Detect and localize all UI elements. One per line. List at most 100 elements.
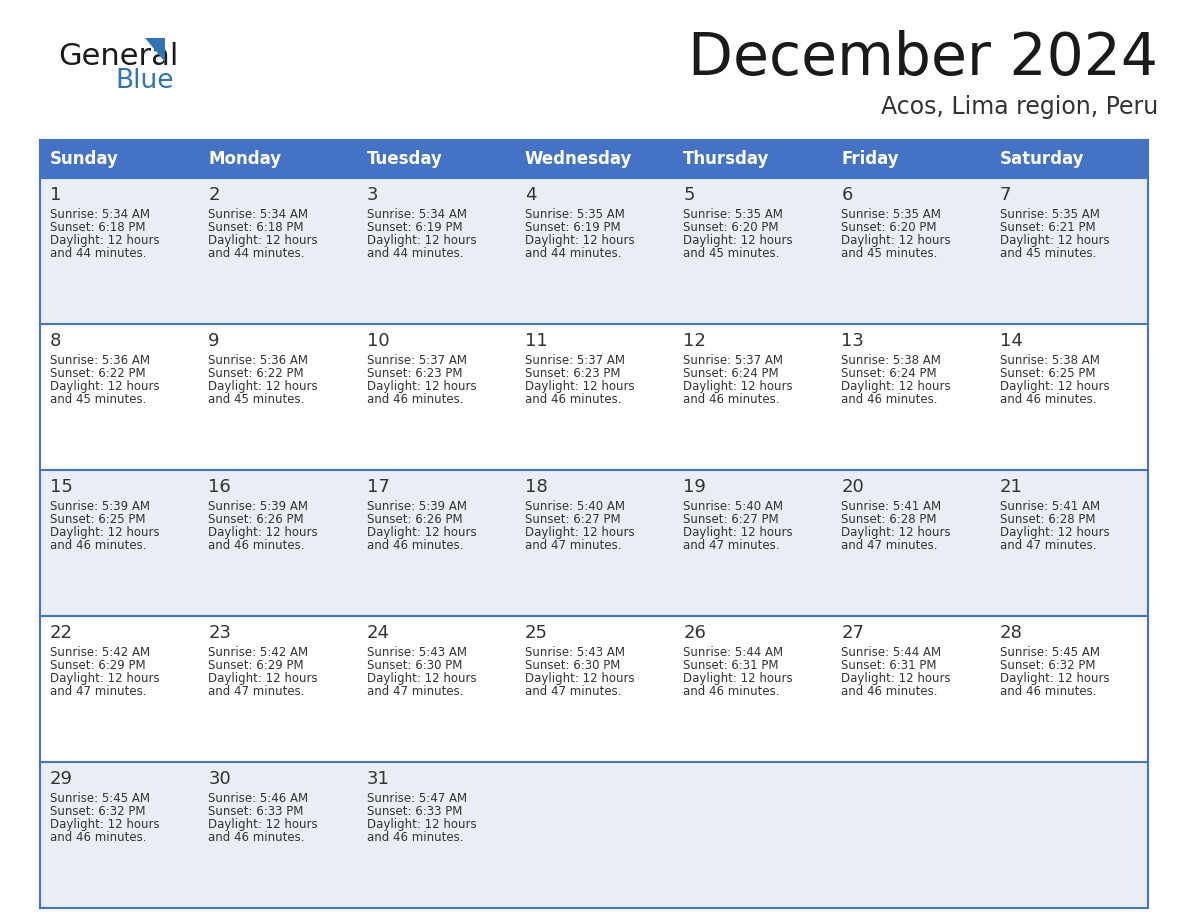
Text: 27: 27 xyxy=(841,624,865,642)
Text: Acos, Lima region, Peru: Acos, Lima region, Peru xyxy=(880,95,1158,119)
Text: Thursday: Thursday xyxy=(683,150,770,168)
Text: Sunrise: 5:44 AM: Sunrise: 5:44 AM xyxy=(841,646,942,659)
Text: Daylight: 12 hours: Daylight: 12 hours xyxy=(841,380,952,393)
Bar xyxy=(832,324,990,470)
Bar xyxy=(40,616,198,762)
Text: Daylight: 12 hours: Daylight: 12 hours xyxy=(367,672,476,685)
Text: 13: 13 xyxy=(841,332,865,350)
Text: Blue: Blue xyxy=(115,68,173,94)
Bar xyxy=(674,140,832,178)
Text: Monday: Monday xyxy=(208,150,282,168)
Text: 24: 24 xyxy=(367,624,390,642)
Text: Saturday: Saturday xyxy=(1000,150,1085,168)
Bar xyxy=(356,762,514,908)
Text: 14: 14 xyxy=(1000,332,1023,350)
Bar xyxy=(832,140,990,178)
Text: Daylight: 12 hours: Daylight: 12 hours xyxy=(683,234,792,247)
Text: Sunrise: 5:46 AM: Sunrise: 5:46 AM xyxy=(208,792,309,805)
Text: Sunrise: 5:35 AM: Sunrise: 5:35 AM xyxy=(841,208,941,221)
Text: and 45 minutes.: and 45 minutes. xyxy=(1000,247,1097,260)
Text: Sunrise: 5:37 AM: Sunrise: 5:37 AM xyxy=(683,354,783,367)
Bar xyxy=(198,324,356,470)
Text: 4: 4 xyxy=(525,186,536,204)
Text: 28: 28 xyxy=(1000,624,1023,642)
Text: and 47 minutes.: and 47 minutes. xyxy=(208,685,305,698)
Text: Daylight: 12 hours: Daylight: 12 hours xyxy=(841,234,952,247)
Text: 25: 25 xyxy=(525,624,548,642)
Text: Sunrise: 5:44 AM: Sunrise: 5:44 AM xyxy=(683,646,783,659)
Text: Sunset: 6:24 PM: Sunset: 6:24 PM xyxy=(683,367,779,380)
Text: 19: 19 xyxy=(683,478,706,496)
Text: Sunday: Sunday xyxy=(50,150,119,168)
Text: Daylight: 12 hours: Daylight: 12 hours xyxy=(683,380,792,393)
Text: Daylight: 12 hours: Daylight: 12 hours xyxy=(1000,526,1110,539)
Text: Friday: Friday xyxy=(841,150,899,168)
Text: and 47 minutes.: and 47 minutes. xyxy=(1000,539,1097,552)
Text: 16: 16 xyxy=(208,478,230,496)
Text: Daylight: 12 hours: Daylight: 12 hours xyxy=(367,234,476,247)
Text: Sunset: 6:19 PM: Sunset: 6:19 PM xyxy=(367,221,462,234)
Text: and 47 minutes.: and 47 minutes. xyxy=(367,685,463,698)
Text: Sunset: 6:19 PM: Sunset: 6:19 PM xyxy=(525,221,620,234)
Bar xyxy=(514,470,674,616)
Bar xyxy=(990,762,1148,908)
Text: and 45 minutes.: and 45 minutes. xyxy=(208,393,304,406)
Text: and 46 minutes.: and 46 minutes. xyxy=(208,831,305,844)
Text: and 46 minutes.: and 46 minutes. xyxy=(683,685,779,698)
Text: Sunset: 6:26 PM: Sunset: 6:26 PM xyxy=(208,513,304,526)
Bar xyxy=(356,470,514,616)
Text: and 46 minutes.: and 46 minutes. xyxy=(841,393,939,406)
Text: 26: 26 xyxy=(683,624,706,642)
Text: Daylight: 12 hours: Daylight: 12 hours xyxy=(208,672,318,685)
Text: Sunrise: 5:45 AM: Sunrise: 5:45 AM xyxy=(1000,646,1100,659)
Text: Sunrise: 5:34 AM: Sunrise: 5:34 AM xyxy=(367,208,467,221)
Text: and 46 minutes.: and 46 minutes. xyxy=(1000,685,1097,698)
Text: and 47 minutes.: and 47 minutes. xyxy=(683,539,779,552)
Bar xyxy=(356,178,514,324)
Text: Daylight: 12 hours: Daylight: 12 hours xyxy=(50,234,159,247)
Text: Sunrise: 5:40 AM: Sunrise: 5:40 AM xyxy=(525,500,625,513)
Text: 9: 9 xyxy=(208,332,220,350)
Text: Daylight: 12 hours: Daylight: 12 hours xyxy=(525,380,634,393)
Text: Daylight: 12 hours: Daylight: 12 hours xyxy=(367,526,476,539)
Text: Daylight: 12 hours: Daylight: 12 hours xyxy=(50,818,159,831)
Text: Daylight: 12 hours: Daylight: 12 hours xyxy=(50,380,159,393)
Text: 10: 10 xyxy=(367,332,390,350)
Text: Daylight: 12 hours: Daylight: 12 hours xyxy=(1000,672,1110,685)
Text: and 46 minutes.: and 46 minutes. xyxy=(367,539,463,552)
Text: Sunrise: 5:39 AM: Sunrise: 5:39 AM xyxy=(50,500,150,513)
Text: and 44 minutes.: and 44 minutes. xyxy=(50,247,146,260)
Text: Daylight: 12 hours: Daylight: 12 hours xyxy=(525,234,634,247)
Text: Sunrise: 5:41 AM: Sunrise: 5:41 AM xyxy=(1000,500,1100,513)
Text: Sunrise: 5:42 AM: Sunrise: 5:42 AM xyxy=(50,646,150,659)
Text: Sunset: 6:20 PM: Sunset: 6:20 PM xyxy=(841,221,937,234)
Text: and 47 minutes.: and 47 minutes. xyxy=(841,539,939,552)
Text: 7: 7 xyxy=(1000,186,1011,204)
Text: and 47 minutes.: and 47 minutes. xyxy=(525,539,621,552)
Bar xyxy=(514,324,674,470)
Text: Sunrise: 5:47 AM: Sunrise: 5:47 AM xyxy=(367,792,467,805)
Text: 12: 12 xyxy=(683,332,706,350)
Text: Sunrise: 5:35 AM: Sunrise: 5:35 AM xyxy=(683,208,783,221)
Bar xyxy=(990,616,1148,762)
Text: Sunset: 6:29 PM: Sunset: 6:29 PM xyxy=(50,659,146,672)
Text: Sunrise: 5:38 AM: Sunrise: 5:38 AM xyxy=(841,354,941,367)
Bar xyxy=(674,324,832,470)
Text: Sunset: 6:31 PM: Sunset: 6:31 PM xyxy=(683,659,778,672)
Text: Sunset: 6:27 PM: Sunset: 6:27 PM xyxy=(683,513,779,526)
Text: Sunset: 6:22 PM: Sunset: 6:22 PM xyxy=(50,367,146,380)
Text: Daylight: 12 hours: Daylight: 12 hours xyxy=(1000,234,1110,247)
Bar xyxy=(40,470,198,616)
Text: Sunset: 6:23 PM: Sunset: 6:23 PM xyxy=(525,367,620,380)
Text: Sunset: 6:22 PM: Sunset: 6:22 PM xyxy=(208,367,304,380)
Text: and 46 minutes.: and 46 minutes. xyxy=(367,831,463,844)
Text: and 45 minutes.: and 45 minutes. xyxy=(50,393,146,406)
Bar xyxy=(514,140,674,178)
Text: Sunset: 6:30 PM: Sunset: 6:30 PM xyxy=(525,659,620,672)
Text: Daylight: 12 hours: Daylight: 12 hours xyxy=(683,526,792,539)
Text: Sunset: 6:18 PM: Sunset: 6:18 PM xyxy=(50,221,145,234)
Text: 1: 1 xyxy=(50,186,62,204)
Text: Sunset: 6:29 PM: Sunset: 6:29 PM xyxy=(208,659,304,672)
Text: Sunrise: 5:42 AM: Sunrise: 5:42 AM xyxy=(208,646,309,659)
Text: 20: 20 xyxy=(841,478,864,496)
